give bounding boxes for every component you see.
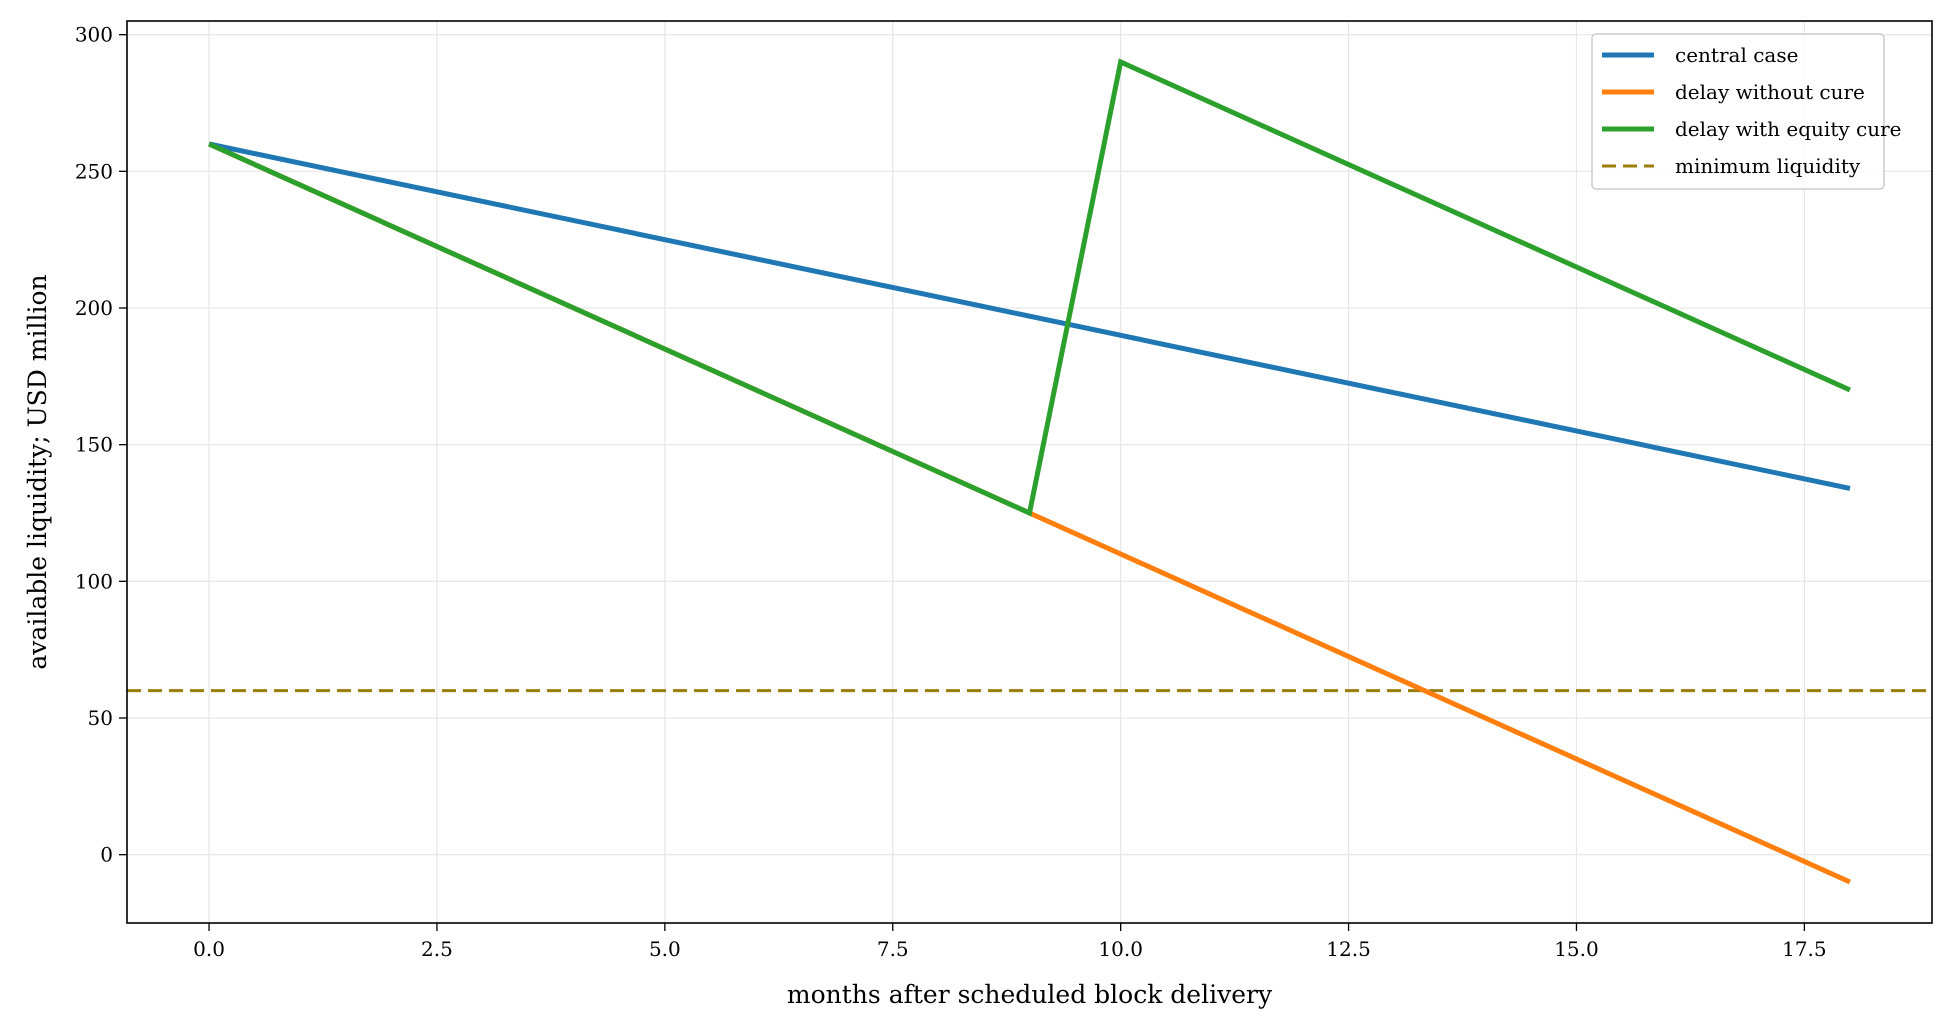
y-tick-label: 150	[75, 433, 113, 457]
y-tick-label: 300	[75, 23, 113, 47]
x-tick-label: 10.0	[1098, 937, 1143, 961]
x-tick-label: 15.0	[1554, 937, 1599, 961]
y-tick-label: 50	[88, 706, 113, 730]
legend: central case delay without cure delay with…	[1591, 33, 1902, 190]
y-tick-label: 0	[100, 843, 113, 867]
x-axis: 0.0 2.5 5.0 7.5 10.0 12.5 15.0 17.5	[193, 923, 1827, 961]
x-tick-label: 12.5	[1326, 937, 1371, 961]
x-tick-label: 0.0	[193, 937, 225, 961]
plot-frame	[126, 20, 1933, 924]
series-line-delay-with-equity-cure	[208, 58, 1851, 517]
y-tick-label: 250	[75, 159, 113, 183]
legend-label-delay-with-equity-cure: delay with equity cure	[1675, 117, 1902, 141]
x-tick-label: 7.5	[877, 937, 909, 961]
plot-area	[127, 58, 1932, 885]
y-axis: 0 50 100 150 200 250 300	[75, 23, 127, 867]
legend-label-minimum-liquidity: minimum liquidity	[1675, 154, 1861, 178]
legend-box	[1591, 33, 1885, 190]
y-tick-label: 100	[75, 569, 113, 593]
x-tick-label: 5.0	[649, 937, 681, 961]
legend-label-central-case: central case	[1675, 43, 1798, 67]
x-tick-label: 2.5	[421, 937, 453, 961]
series-line-central-case	[208, 141, 1851, 491]
y-tick-label: 200	[75, 296, 113, 320]
x-tick-label: 17.5	[1782, 937, 1827, 961]
y-axis-label: available liquidity; USD million	[23, 274, 52, 669]
legend-label-delay-without-cure: delay without cure	[1675, 80, 1865, 104]
x-axis-label: months after scheduled block delivery	[787, 980, 1273, 1009]
